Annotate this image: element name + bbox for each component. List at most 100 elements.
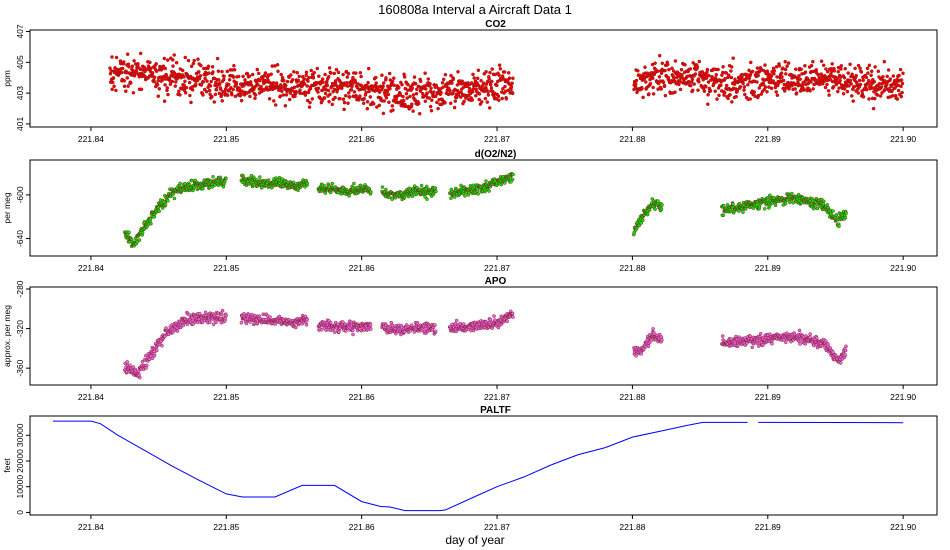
data-point bbox=[454, 318, 459, 323]
data-point bbox=[207, 88, 212, 93]
data-point bbox=[402, 75, 407, 79]
y-axis-label: ppm bbox=[2, 70, 12, 87]
panel-d-o2-n2: d(O2/N2) per meg 221.84 221.85 221.86 221.87 2… bbox=[2, 149, 938, 273]
x-tick-label: 221.86 bbox=[349, 134, 375, 144]
data-point bbox=[894, 80, 899, 85]
data-point bbox=[424, 87, 428, 91]
data-point bbox=[135, 240, 139, 244]
data-point bbox=[839, 64, 844, 68]
data-point bbox=[152, 75, 157, 79]
data-point bbox=[250, 312, 254, 317]
data-point bbox=[721, 65, 725, 69]
data-point bbox=[844, 344, 848, 349]
data-point bbox=[345, 81, 349, 85]
data-point bbox=[132, 59, 136, 63]
data-point bbox=[649, 338, 653, 343]
data-point bbox=[850, 74, 855, 78]
data-point bbox=[208, 84, 213, 88]
x-tick-label: 221.88 bbox=[619, 263, 645, 273]
data-point bbox=[412, 75, 417, 79]
data-point bbox=[327, 99, 331, 104]
data-point bbox=[476, 68, 481, 73]
data-point bbox=[413, 98, 417, 102]
data-point bbox=[282, 78, 286, 83]
data-point bbox=[443, 72, 448, 77]
data-point bbox=[222, 74, 226, 79]
data-point bbox=[487, 77, 491, 81]
data-point bbox=[774, 90, 778, 94]
data-point bbox=[757, 86, 762, 90]
data-point bbox=[485, 100, 490, 104]
data-point bbox=[462, 99, 466, 104]
data-point bbox=[463, 194, 467, 198]
data-point bbox=[284, 93, 289, 97]
data-point bbox=[495, 83, 499, 88]
data-point bbox=[843, 348, 848, 353]
data-point bbox=[831, 85, 836, 89]
data-point bbox=[160, 78, 165, 82]
data-point bbox=[477, 92, 482, 96]
data-point bbox=[403, 86, 408, 91]
data-point bbox=[305, 317, 309, 322]
data-point bbox=[393, 196, 398, 200]
data-point bbox=[353, 80, 358, 84]
data-point bbox=[243, 78, 247, 82]
data-point bbox=[719, 83, 723, 88]
data-point bbox=[425, 197, 429, 201]
data-point bbox=[632, 87, 636, 92]
data-point bbox=[149, 221, 153, 226]
data-point bbox=[784, 340, 788, 345]
data-point bbox=[648, 77, 652, 82]
data-point bbox=[443, 100, 447, 105]
data-point bbox=[183, 55, 188, 60]
data-point bbox=[844, 211, 848, 215]
data-point bbox=[851, 99, 855, 103]
data-point bbox=[312, 70, 316, 75]
data-point bbox=[504, 97, 509, 101]
data-point bbox=[690, 88, 695, 93]
data-point bbox=[361, 101, 366, 106]
data-point bbox=[419, 183, 424, 188]
data-point bbox=[114, 55, 119, 60]
data-point bbox=[429, 108, 434, 113]
data-point bbox=[138, 375, 142, 380]
data-point bbox=[641, 218, 645, 223]
data-point bbox=[428, 104, 433, 109]
data-point bbox=[304, 73, 308, 77]
data-point bbox=[896, 88, 901, 93]
data-point bbox=[258, 78, 262, 83]
data-point bbox=[220, 99, 224, 103]
data-point bbox=[220, 308, 225, 313]
data-point bbox=[822, 199, 826, 204]
data-point bbox=[365, 84, 369, 88]
data-point bbox=[343, 329, 348, 333]
data-point bbox=[842, 87, 847, 91]
data-point bbox=[343, 93, 348, 98]
data-point bbox=[755, 80, 759, 84]
data-point bbox=[797, 328, 802, 333]
data-point bbox=[166, 199, 170, 203]
data-point bbox=[147, 357, 152, 362]
data-point bbox=[877, 81, 882, 86]
data-point bbox=[814, 68, 819, 72]
data-point bbox=[248, 80, 253, 84]
data-point bbox=[869, 69, 874, 74]
data-point bbox=[873, 96, 877, 101]
data-point bbox=[780, 75, 784, 79]
data-point bbox=[888, 77, 893, 81]
x-tick-label: 221.84 bbox=[78, 263, 104, 273]
data-point bbox=[166, 332, 171, 337]
data-point bbox=[669, 79, 674, 83]
data-point bbox=[878, 94, 883, 98]
data-point bbox=[761, 82, 766, 87]
data-point bbox=[886, 68, 891, 72]
data-point bbox=[837, 224, 841, 229]
data-point bbox=[327, 66, 332, 70]
plot-frame bbox=[29, 29, 938, 128]
data-point bbox=[129, 81, 133, 85]
data-point bbox=[660, 203, 664, 207]
data-point bbox=[308, 100, 312, 105]
data-point bbox=[728, 93, 732, 97]
data-point bbox=[244, 321, 249, 326]
data-point bbox=[826, 69, 830, 74]
